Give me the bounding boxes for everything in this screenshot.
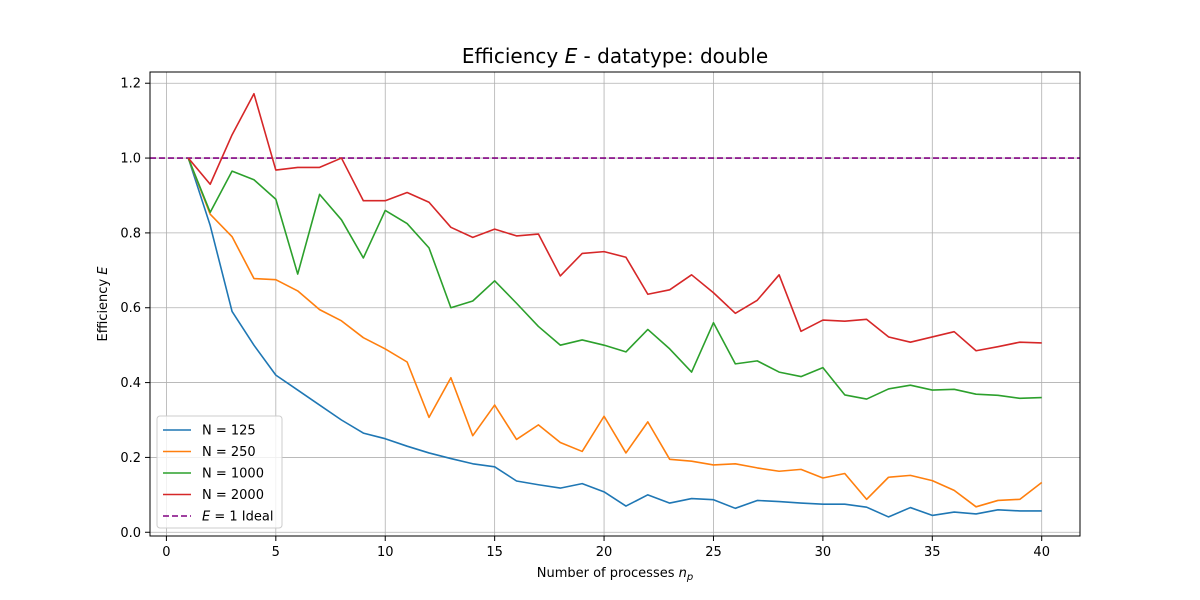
series-line-n-2000 <box>187 92 1042 352</box>
y-tick-label: 0.8 <box>120 226 141 241</box>
y-tick-label: 0.2 <box>120 451 141 466</box>
x-axis-ticks: 0 5 10 15 20 25 30 35 40 <box>162 536 1050 560</box>
y-tick-label: 0.6 <box>120 301 141 316</box>
y-axis-ticks: 0.0 0.2 0.4 0.6 0.8 1.0 1.2 <box>120 77 150 541</box>
x-tick-label: 5 <box>272 545 280 560</box>
x-tick-label: 10 <box>377 545 394 560</box>
y-axis-label: Efficiency E <box>96 266 111 342</box>
legend-label: N = 125 <box>202 424 256 439</box>
legend-label: N = 250 <box>202 445 256 460</box>
x-tick-label: 40 <box>1033 545 1050 560</box>
x-tick-label: 25 <box>705 545 722 560</box>
legend-label: N = 2000 <box>202 488 264 503</box>
x-tick-label: 30 <box>815 545 832 560</box>
legend-label: N = 1000 <box>202 467 264 482</box>
legend-label: E = 1 Ideal <box>202 510 273 525</box>
legend-box <box>156 415 283 529</box>
series-line-n-125 <box>187 157 1042 518</box>
series-lines <box>187 92 1043 518</box>
x-tick-label: 20 <box>596 545 613 560</box>
x-axis-label: Number of processes np <box>537 566 694 583</box>
y-tick-label: 1.2 <box>120 77 141 92</box>
x-tick-label: 0 <box>162 545 170 560</box>
legend: N = 125 N = 250 N = 1000 N = 2000 E = 1 Idea… <box>156 415 283 529</box>
plot-frame <box>149 71 1081 537</box>
y-tick-label: 0.4 <box>120 376 141 391</box>
y-tick-label: 0.0 <box>120 526 141 541</box>
x-tick-label: 15 <box>486 545 503 560</box>
x-tick-label: 35 <box>924 545 941 560</box>
chart-title: Efficiency E - datatype: double <box>462 44 768 68</box>
series-line-n-250 <box>187 157 1043 508</box>
series-line-n-1000 <box>187 157 1042 400</box>
y-tick-label: 1.0 <box>120 152 141 167</box>
